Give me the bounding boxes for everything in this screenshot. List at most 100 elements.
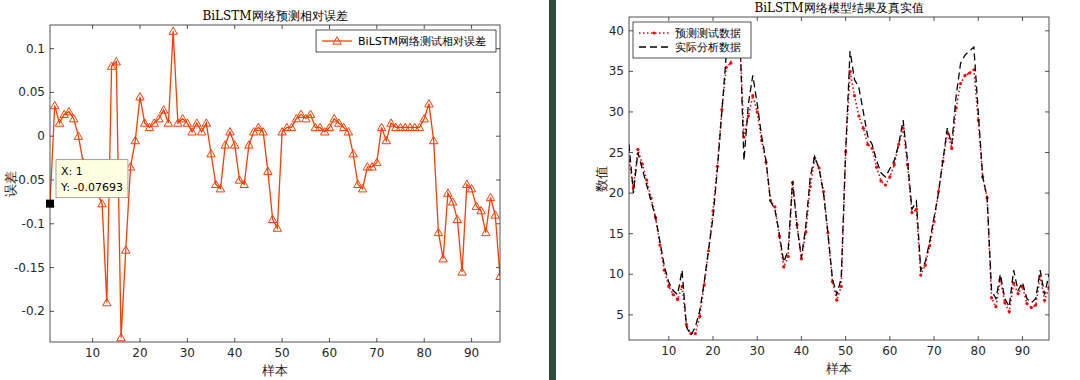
- series-marker: [919, 273, 922, 276]
- series-marker: [330, 114, 338, 121]
- series-marker: [747, 114, 750, 117]
- y-tick-label: -0.05: [14, 173, 45, 187]
- x-tick: [329, 25, 330, 29]
- series-marker: [1016, 292, 1019, 295]
- series-marker: [221, 141, 229, 148]
- background: [0, 0, 1080, 380]
- y-tick-label: 0.05: [18, 85, 45, 99]
- y-tick: [629, 314, 633, 315]
- x-tick: [234, 25, 235, 29]
- y-tick: [1045, 152, 1049, 153]
- series-marker: [212, 180, 220, 187]
- series-marker: [193, 119, 201, 126]
- y-tick: [496, 92, 500, 93]
- series-marker: [231, 141, 239, 148]
- series-marker: [425, 100, 433, 107]
- series-marker: [306, 110, 314, 117]
- y-tick: [629, 30, 633, 31]
- y-tick: [629, 274, 633, 275]
- series-marker: [448, 198, 456, 205]
- series-marker: [1008, 310, 1011, 313]
- series-marker: [458, 268, 466, 275]
- series-marker: [103, 298, 111, 305]
- title: BiLSTM网络预测相对误差: [202, 9, 347, 23]
- x-tick-label: 70: [926, 344, 941, 358]
- series-marker: [968, 71, 971, 74]
- series-marker: [720, 108, 723, 111]
- y-tick: [496, 311, 500, 312]
- x-tick: [424, 25, 425, 29]
- series-line: [50, 31, 500, 337]
- y-tick-label: 40: [609, 24, 624, 38]
- axes-frame: [629, 17, 1049, 340]
- x-tick: [845, 17, 846, 21]
- y-tick: [1045, 193, 1049, 194]
- series-marker: [897, 143, 900, 146]
- x-tick: [92, 25, 93, 29]
- data-tip-box: [56, 160, 128, 198]
- x-tick: [889, 17, 890, 21]
- series-marker: [287, 123, 295, 130]
- series-marker: [117, 333, 125, 340]
- y-tick: [1045, 314, 1049, 315]
- series-marker: [415, 123, 423, 130]
- x-tick-label: 50: [838, 344, 853, 358]
- series-marker: [297, 110, 305, 117]
- y-tick-label: 5: [616, 308, 624, 322]
- y-tick: [629, 111, 633, 112]
- x-tick: [757, 17, 758, 21]
- y-tick: [496, 179, 500, 180]
- y-tick-label: 0.1: [26, 42, 45, 56]
- title: BiLSTM网络模型结果及真实值: [754, 1, 923, 15]
- x-tick-label: 60: [322, 346, 337, 360]
- x-tick: [187, 25, 188, 29]
- series-marker: [888, 175, 891, 178]
- y-tick: [629, 233, 633, 234]
- series-marker: [420, 114, 428, 121]
- y-tick: [629, 152, 633, 153]
- series-marker: [136, 93, 144, 100]
- series-marker: [382, 136, 390, 143]
- x-tick: [471, 25, 472, 29]
- series-marker: [141, 119, 149, 126]
- series-line: [629, 23, 1049, 335]
- series-marker: [373, 158, 381, 165]
- y-tick: [629, 193, 633, 194]
- series-marker: [216, 185, 224, 192]
- x-tick: [187, 338, 188, 342]
- series-marker: [694, 332, 697, 335]
- series-marker: [959, 82, 962, 85]
- legend-swatch: [639, 46, 669, 47]
- series-marker: [183, 119, 191, 126]
- x-tick-label: 30: [180, 346, 195, 360]
- x-tick-label: 30: [750, 344, 765, 358]
- series-marker: [145, 123, 153, 130]
- series-marker: [990, 296, 993, 299]
- series-marker: [122, 246, 130, 253]
- series-marker: [467, 185, 475, 192]
- plot-area: [629, 17, 1049, 340]
- x-tick: [1022, 336, 1023, 340]
- y-tick: [50, 92, 54, 93]
- series-marker: [98, 199, 106, 206]
- legend: 预测测试数据实际分析数据: [633, 22, 751, 58]
- series-marker: [434, 228, 442, 235]
- series-marker: [444, 189, 452, 196]
- series-marker: [463, 180, 471, 187]
- y-tick: [496, 136, 500, 137]
- series-marker: [240, 180, 248, 187]
- series-marker: [636, 148, 639, 151]
- y-tick: [1045, 30, 1049, 31]
- x-tick: [140, 25, 141, 29]
- series-marker: [207, 150, 215, 157]
- legend-box: [316, 30, 496, 52]
- y-tick: [629, 71, 633, 72]
- series-marker: [349, 150, 357, 157]
- x-tick: [934, 336, 935, 340]
- series-marker: [751, 94, 754, 97]
- series-marker: [131, 136, 139, 143]
- x-tick: [801, 17, 802, 21]
- series-marker: [871, 147, 874, 150]
- series-marker: [344, 128, 352, 135]
- x-tick: [668, 336, 669, 340]
